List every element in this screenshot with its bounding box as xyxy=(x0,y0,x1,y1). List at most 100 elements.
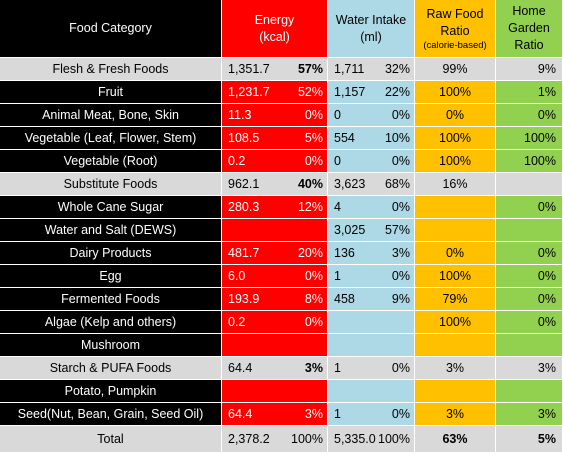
table-row: Algae (Kelp and others) 0.2 0% 100% 0% xyxy=(0,311,563,334)
header-category-label: Food Category xyxy=(69,21,152,35)
water-value: 136 xyxy=(334,246,355,260)
table-body: Flesh & Fresh Foods 1,351.7 57% 1,711 32% 99%… xyxy=(0,58,563,453)
cell-garden-ratio: 3% xyxy=(496,403,563,425)
header-raw-label-2: Ratio xyxy=(440,23,470,38)
cell-raw-ratio: 79% xyxy=(415,288,496,310)
water-value: 4 xyxy=(334,200,341,214)
cell-garden-ratio: 1% xyxy=(496,81,563,103)
energy-percent: 57% xyxy=(297,62,323,76)
cell-water: 1 0% xyxy=(328,403,415,425)
cell-raw-ratio xyxy=(415,219,496,241)
cell-energy: 481.7 20% xyxy=(222,242,328,264)
water-value: 1,711 xyxy=(334,62,365,76)
cell-garden-ratio: 100% xyxy=(496,150,563,172)
water-percent: 0% xyxy=(391,269,410,283)
water-percent: 0% xyxy=(391,154,410,168)
cell-category: Algae (Kelp and others) xyxy=(0,311,222,333)
cell-garden-ratio xyxy=(496,173,563,195)
table-row: Egg 6.0 0% 1 0% 100% 0% xyxy=(0,265,563,288)
cell-garden-ratio xyxy=(496,219,563,241)
header-energy-label: Energy xyxy=(254,12,295,27)
water-percent: 3% xyxy=(391,246,410,260)
cell-water: 5,335.0 100% xyxy=(328,426,415,452)
water-percent: 68% xyxy=(384,177,410,191)
cell-energy: 1,351.7 57% xyxy=(222,58,328,80)
cell-energy: 64.4 3% xyxy=(222,357,328,379)
cell-water: 3,025 57% xyxy=(328,219,415,241)
cell-garden-ratio: 9% xyxy=(496,58,563,80)
cell-category: Water and Salt (DEWS) xyxy=(0,219,222,241)
cell-energy: 2,378.2 100% xyxy=(222,426,328,452)
cell-energy: 1,231.7 52% xyxy=(222,81,328,103)
cell-water xyxy=(328,380,415,402)
header-garden-label-1: Home xyxy=(512,4,546,18)
water-percent: 57% xyxy=(384,223,410,237)
energy-value: 280.3 xyxy=(228,200,260,214)
cell-raw-ratio: 16% xyxy=(415,173,496,195)
cell-water: 1 0% xyxy=(328,265,415,287)
cell-raw-ratio: 0% xyxy=(415,242,496,264)
water-percent: 10% xyxy=(384,131,410,145)
cell-category: Vegetable (Root) xyxy=(0,150,222,172)
table-row: Dairy Products 481.7 20% 136 3% 0% 0% xyxy=(0,242,563,265)
cell-garden-ratio xyxy=(496,334,563,356)
cell-water: 0 0% xyxy=(328,150,415,172)
summary-row: Starch & PUFA Foods 64.4 3% 1 0% 3% 3% xyxy=(0,357,563,380)
water-percent: 0% xyxy=(391,200,410,214)
header-category: Food Category xyxy=(0,0,222,57)
header-water-label: Water Intake xyxy=(335,12,407,27)
cell-energy: 0.2 0% xyxy=(222,150,328,172)
water-percent: 22% xyxy=(384,85,410,99)
cell-garden-ratio: 5% xyxy=(496,426,563,452)
cell-raw-ratio: 99% xyxy=(415,58,496,80)
table-row: Vegetable (Root) 0.2 0% 0 0% 100% 100% xyxy=(0,150,563,173)
header-row: Food Category Energy (kcal) Water Intake… xyxy=(0,0,563,58)
header-raw-basis: (calorie-based) xyxy=(423,39,487,51)
water-value: 5,335.0 xyxy=(334,432,376,446)
cell-energy xyxy=(222,380,328,402)
cell-water xyxy=(328,334,415,356)
energy-value: 64.4 xyxy=(228,407,253,421)
energy-percent: 3% xyxy=(304,407,323,421)
header-energy: Energy (kcal) xyxy=(222,0,328,57)
water-percent: 0% xyxy=(391,407,410,421)
table-row: Seed(Nut, Bean, Grain, Seed Oil) 64.4 3% 1 0… xyxy=(0,403,563,426)
cell-raw-ratio: 100% xyxy=(415,127,496,149)
summary-row: Substitute Foods 962.1 40% 3,623 68% 16% xyxy=(0,173,563,196)
water-percent: 0% xyxy=(391,108,410,122)
energy-value: 108.5 xyxy=(228,131,260,145)
energy-value: 193.9 xyxy=(228,292,260,306)
cell-category: Dairy Products xyxy=(0,242,222,264)
energy-percent: 52% xyxy=(297,85,323,99)
cell-energy xyxy=(222,334,328,356)
energy-percent: 8% xyxy=(304,292,323,306)
water-value: 3,025 xyxy=(334,223,366,237)
cell-garden-ratio: 0% xyxy=(496,288,563,310)
header-water: Water Intake (ml) xyxy=(328,0,415,57)
cell-garden-ratio: 0% xyxy=(496,311,563,333)
table-row: Fruit 1,231.7 52% 1,157 22% 100% 1% xyxy=(0,81,563,104)
cell-raw-ratio: 0% xyxy=(415,104,496,126)
energy-value: 2,378.2 xyxy=(228,432,270,446)
energy-value: 962.1 xyxy=(228,177,260,191)
energy-value: 1,351.7 xyxy=(228,62,270,76)
cell-raw-ratio: 100% xyxy=(415,150,496,172)
cell-garden-ratio: 0% xyxy=(496,104,563,126)
cell-energy: 11.3 0% xyxy=(222,104,328,126)
energy-value: 481.7 xyxy=(228,246,260,260)
energy-value: 0.2 xyxy=(228,154,246,168)
water-percent: 100% xyxy=(378,432,410,446)
cell-water xyxy=(328,311,415,333)
energy-percent: 0% xyxy=(304,154,323,168)
total-row: Total 2,378.2 100% 5,335.0 100% 63% 5% xyxy=(0,426,563,453)
table-row: Fermented Foods 193.9 8% 458 9% 79% 0% xyxy=(0,288,563,311)
cell-category: Fruit xyxy=(0,81,222,103)
cell-category: Fermented Foods xyxy=(0,288,222,310)
cell-raw-ratio xyxy=(415,380,496,402)
energy-value: 64.4 xyxy=(228,361,253,375)
cell-raw-ratio: 3% xyxy=(415,357,496,379)
table-row: Water and Salt (DEWS) 3,025 57% xyxy=(0,219,563,242)
water-value: 1 xyxy=(334,361,341,375)
cell-raw-ratio xyxy=(415,196,496,218)
